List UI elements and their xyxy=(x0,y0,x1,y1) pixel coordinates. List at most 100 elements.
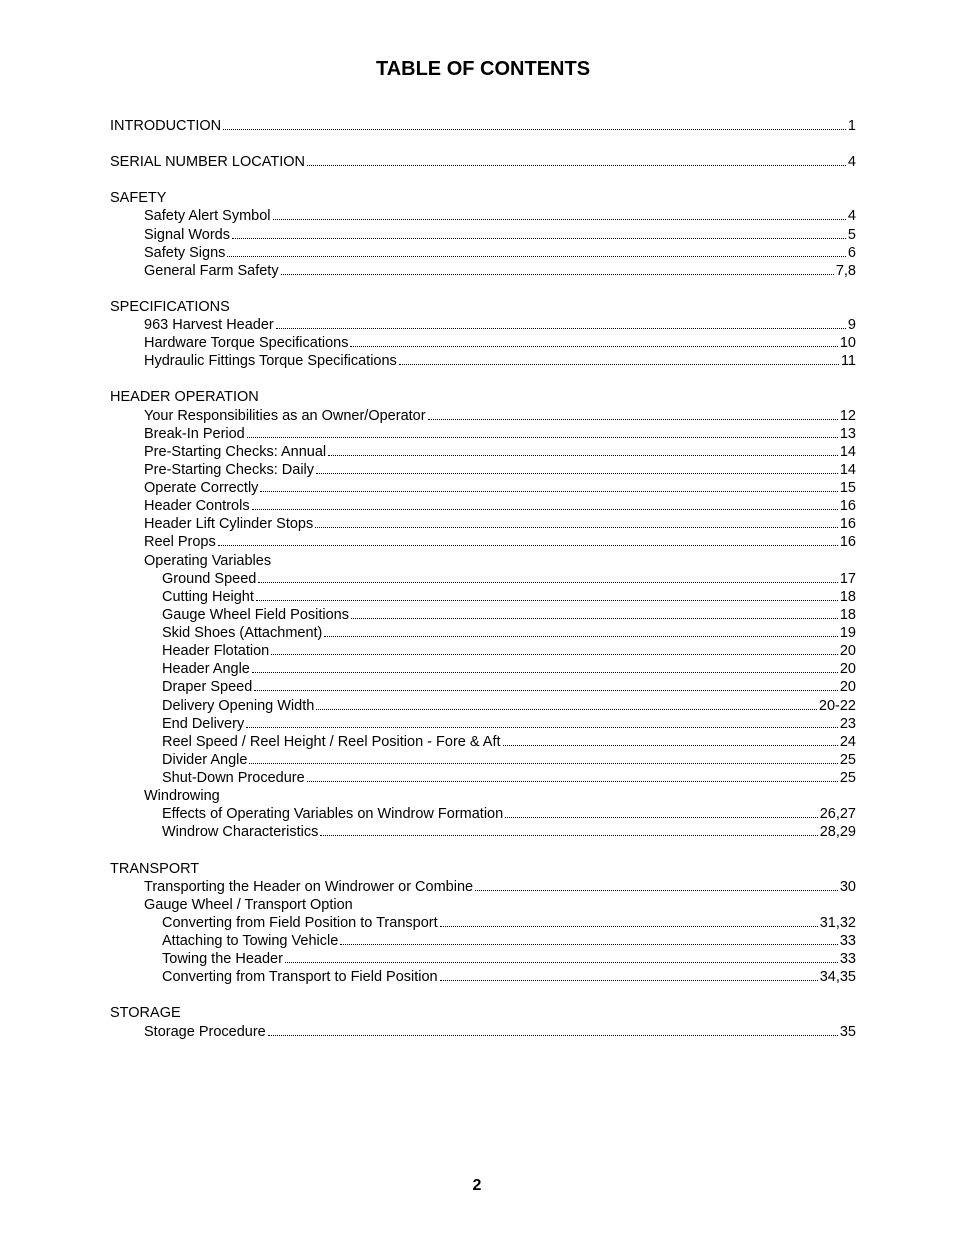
toc-entry-label: End Delivery xyxy=(162,715,244,733)
toc-heading: HEADER OPERATION xyxy=(110,388,856,406)
toc-entry-label: Your Responsibilities as an Owner/Operat… xyxy=(144,407,426,425)
toc-entry: Ground Speed17 xyxy=(110,570,856,588)
toc-heading: Operating Variables xyxy=(110,552,856,570)
toc-entry-page: 18 xyxy=(840,606,856,624)
toc-entry-page: 26,27 xyxy=(820,805,856,823)
toc-entry-page: 33 xyxy=(840,950,856,968)
section-gap xyxy=(110,986,856,1004)
toc-entry: Break-In Period 13 xyxy=(110,425,856,443)
toc-leader xyxy=(503,745,838,746)
toc-leader xyxy=(223,129,846,130)
toc-entry-page: 24 xyxy=(840,733,856,751)
toc-entry-label: Hardware Torque Specifications xyxy=(144,334,348,352)
toc-leader xyxy=(249,763,837,764)
toc-leader xyxy=(256,600,838,601)
toc-heading: STORAGE xyxy=(110,1004,856,1022)
toc-entry-label: Towing the Header xyxy=(162,950,283,968)
toc-entry-label: Windrow Characteristics xyxy=(162,823,318,841)
toc-leader xyxy=(307,165,846,166)
toc-entry-label: Divider Angle xyxy=(162,751,247,769)
toc-entry-page: 28,29 xyxy=(820,823,856,841)
toc-entry-page: 16 xyxy=(840,515,856,533)
toc-leader xyxy=(227,256,846,257)
toc-entry-page: 25 xyxy=(840,769,856,787)
toc-heading: SAFETY xyxy=(110,189,856,207)
toc-heading: Windrowing xyxy=(110,787,856,805)
toc-entry: Windrow Characteristics 28,29 xyxy=(110,823,856,841)
section-gap xyxy=(110,171,856,189)
toc-entry-page: 16 xyxy=(840,533,856,551)
toc-entry: Header Angle20 xyxy=(110,660,856,678)
toc-entry: Divider Angle 25 xyxy=(110,751,856,769)
toc-heading: TRANSPORT xyxy=(110,860,856,878)
toc-leader xyxy=(246,727,838,728)
toc-entry-page: 13 xyxy=(840,425,856,443)
toc-entry: Shut-Down Procedure25 xyxy=(110,769,856,787)
toc-entry: Storage Procedure35 xyxy=(110,1023,856,1041)
toc-leader xyxy=(440,926,818,927)
toc-entry-page: 4 xyxy=(848,153,856,171)
toc-heading: Gauge Wheel / Transport Option xyxy=(110,896,856,914)
toc-entry-label: Reel Speed / Reel Height / Reel Position… xyxy=(162,733,501,751)
toc-leader xyxy=(276,328,846,329)
toc-entry: Signal Words 5 xyxy=(110,226,856,244)
toc-entry-page: 5 xyxy=(848,226,856,244)
toc-entry-page: 14 xyxy=(840,443,856,461)
toc-entry: Converting from Field Position to Transp… xyxy=(110,914,856,932)
toc-entry: Pre-Starting Checks: Annual14 xyxy=(110,443,856,461)
toc-leader xyxy=(273,219,846,220)
toc-entry-page: 1 xyxy=(848,117,856,135)
toc-entry: 963 Harvest Header9 xyxy=(110,316,856,334)
toc-entry: Effects of Operating Variables on Windro… xyxy=(110,805,856,823)
toc-entry: Reel Speed / Reel Height / Reel Position… xyxy=(110,733,856,751)
page-title: TABLE OF CONTENTS xyxy=(110,58,856,81)
toc-heading: SPECIFICATIONS xyxy=(110,298,856,316)
toc-leader xyxy=(307,781,838,782)
toc-entry-page: 30 xyxy=(840,878,856,896)
toc-entry: Towing the Header 33 xyxy=(110,950,856,968)
toc-entry-page: 25 xyxy=(840,751,856,769)
toc-entry-label: Cutting Height xyxy=(162,588,254,606)
toc-entry-label: Break-In Period xyxy=(144,425,245,443)
toc-entry-label: SERIAL NUMBER LOCATION xyxy=(110,153,305,171)
toc-entry: Header Controls16 xyxy=(110,497,856,515)
toc-entry: Pre-Starting Checks: Daily14 xyxy=(110,461,856,479)
toc-leader xyxy=(271,654,838,655)
toc-leader xyxy=(254,690,838,691)
toc-entry-page: 12 xyxy=(840,407,856,425)
toc-entry-page: 6 xyxy=(848,244,856,262)
toc-entry-label: Draper Speed xyxy=(162,678,252,696)
toc-entry-label: Reel Props xyxy=(144,533,216,551)
toc-entry: Header Lift Cylinder Stops 16 xyxy=(110,515,856,533)
toc-entry-page: 11 xyxy=(841,352,856,370)
toc-entry-label: Converting from Transport to Field Posit… xyxy=(162,968,438,986)
toc-leader xyxy=(440,980,818,981)
toc-leader xyxy=(324,636,837,637)
toc-entry-label: Header Lift Cylinder Stops xyxy=(144,515,313,533)
toc-entry-page: 17 xyxy=(840,570,856,588)
toc-entry: Skid Shoes (Attachment)19 xyxy=(110,624,856,642)
toc-entry-label: Operate Correctly xyxy=(144,479,258,497)
toc-leader xyxy=(505,817,818,818)
toc-entry-page: 20 xyxy=(840,642,856,660)
toc-leader xyxy=(252,509,838,510)
toc-entry: Header Flotation20 xyxy=(110,642,856,660)
toc-leader xyxy=(320,835,817,836)
section-gap xyxy=(110,842,856,860)
toc-entry-label: Effects of Operating Variables on Windro… xyxy=(162,805,503,823)
toc-leader xyxy=(252,672,838,673)
toc-entry: Hardware Torque Specifications 10 xyxy=(110,334,856,352)
toc-entry-page: 10 xyxy=(840,334,856,352)
toc-entry-page: 7,8 xyxy=(836,262,856,280)
toc-entry-label: Safety Signs xyxy=(144,244,225,262)
toc-leader xyxy=(268,1035,838,1036)
toc-entry-page: 14 xyxy=(840,461,856,479)
toc-entry-label: Delivery Opening Width xyxy=(162,697,314,715)
toc-entry-label: INTRODUCTION xyxy=(110,117,221,135)
toc-entry-label: Skid Shoes (Attachment) xyxy=(162,624,322,642)
toc-entry: Your Responsibilities as an Owner/Operat… xyxy=(110,407,856,425)
toc-leader xyxy=(218,545,838,546)
toc-entry: INTRODUCTION 1 xyxy=(110,117,856,135)
toc-entry-label: Signal Words xyxy=(144,226,230,244)
toc-entry: Safety Alert Symbol4 xyxy=(110,207,856,225)
